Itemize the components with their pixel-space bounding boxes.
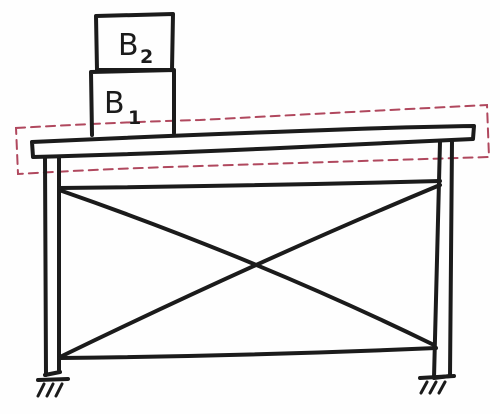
block-b2: B 2 <box>94 12 175 72</box>
block-b2-letter: B <box>118 28 139 63</box>
right-leg <box>432 139 454 380</box>
block-b1: B 1 <box>89 68 176 137</box>
tabletop <box>30 124 476 159</box>
left-leg <box>43 156 62 377</box>
left-ground-support <box>36 377 70 398</box>
tabletop-highlight-box <box>14 103 491 176</box>
block-b1-letter: B <box>104 86 125 121</box>
lower-brace <box>58 346 438 360</box>
upper-brace <box>58 179 442 190</box>
block-b2-subscript: 2 <box>140 46 153 68</box>
block-b1-outline <box>89 68 176 137</box>
right-ground-support <box>418 374 456 395</box>
block-b1-subscript: 1 <box>128 107 141 129</box>
cross-brace-b <box>60 183 442 358</box>
